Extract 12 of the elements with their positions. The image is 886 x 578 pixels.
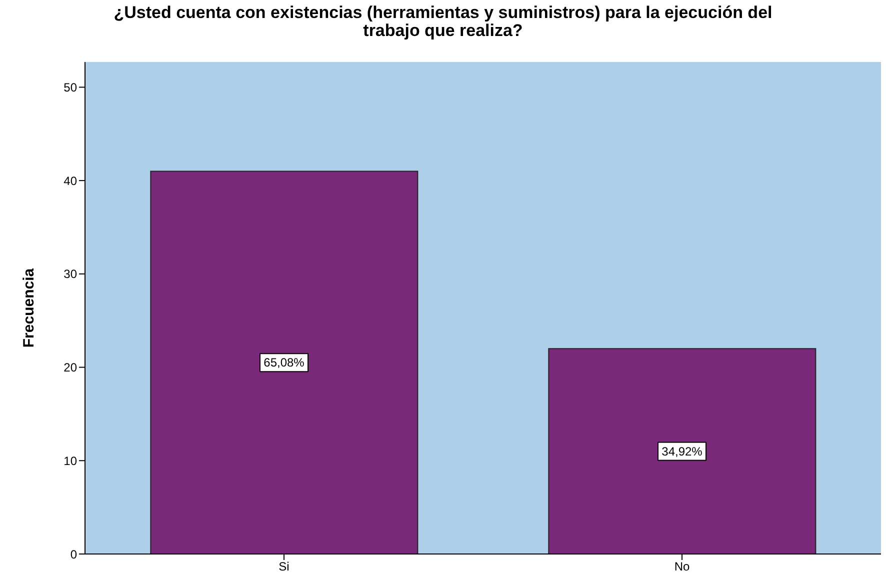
y-tick-label: 30 (64, 267, 78, 282)
x-tick-label: Si (278, 560, 290, 574)
y-tick-label: 50 (64, 80, 78, 94)
y-tick-label: 20 (64, 360, 78, 375)
chart-title: ¿Usted cuenta con existencias (herramientas y suministros) para la ejecución del trabajo que realiza? (112, 3, 774, 40)
y-tick-label: 0 (70, 547, 78, 562)
y-tick-label: 10 (64, 454, 78, 468)
y-axis-title: Frecuencia (20, 268, 38, 348)
y-tick-label: 40 (64, 174, 78, 188)
annotation: 65,08% (264, 356, 305, 370)
x-tick-label: No (674, 560, 690, 574)
annotation: 34,92% (662, 444, 703, 458)
